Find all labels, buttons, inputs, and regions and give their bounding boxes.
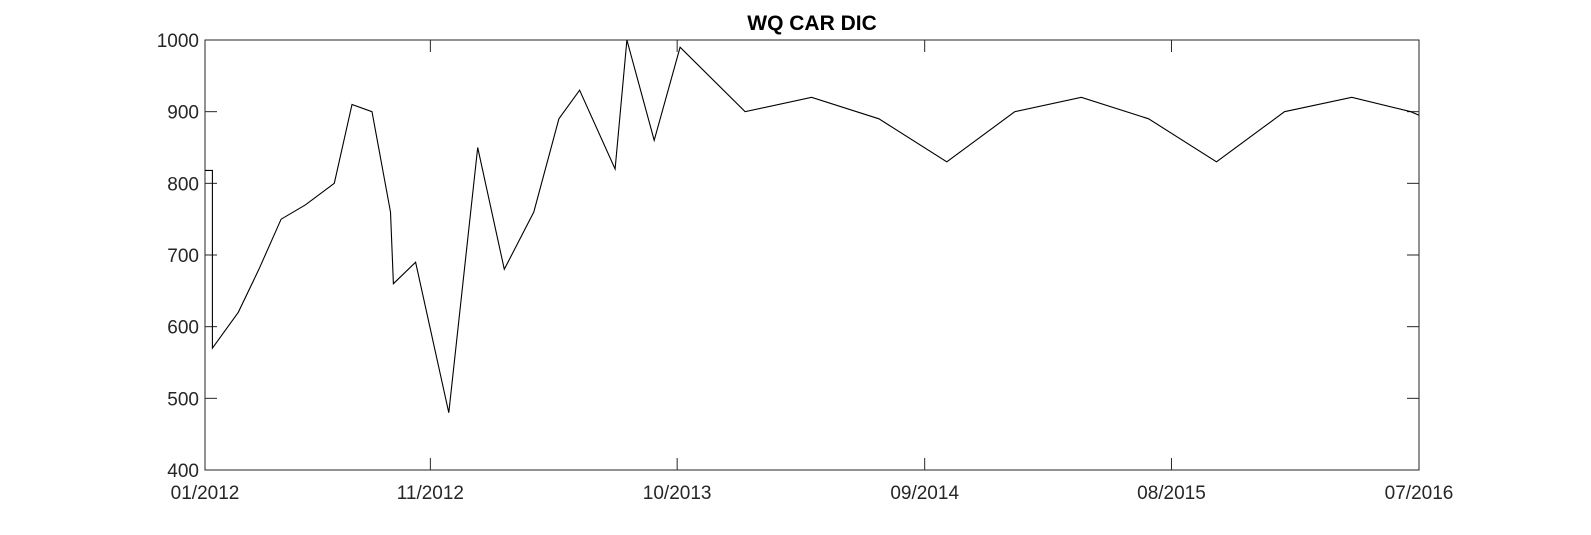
x-tick-label: 10/2013 <box>643 483 712 504</box>
y-tick-label: 400 <box>167 461 199 482</box>
y-tick-label: 800 <box>167 174 199 195</box>
x-tick-label: 11/2012 <box>397 483 464 504</box>
plot-frame <box>204 39 1420 471</box>
y-axis: 400 500 600 700 800 900 1000 <box>157 31 1419 482</box>
y-tick-label: 600 <box>167 318 199 339</box>
y-tick-label: 500 <box>167 389 199 410</box>
series-line <box>205 39 1420 413</box>
x-axis: 01/2012 11/2012 10/2013 09/2014 08/2015 07/20… <box>171 40 1454 504</box>
x-tick-label: 07/2016 <box>1385 483 1454 504</box>
x-tick-label: 01/2012 <box>171 483 240 504</box>
x-tick-label: 09/2014 <box>890 483 959 504</box>
x-tick-label: 08/2015 <box>1137 483 1206 504</box>
chart-title: WQ CAR DIC <box>747 12 877 35</box>
y-tick-label: 1000 <box>157 31 199 52</box>
series-group <box>205 39 1420 413</box>
y-tick-label: 900 <box>167 103 199 124</box>
y-tick-label: 700 <box>167 246 199 267</box>
